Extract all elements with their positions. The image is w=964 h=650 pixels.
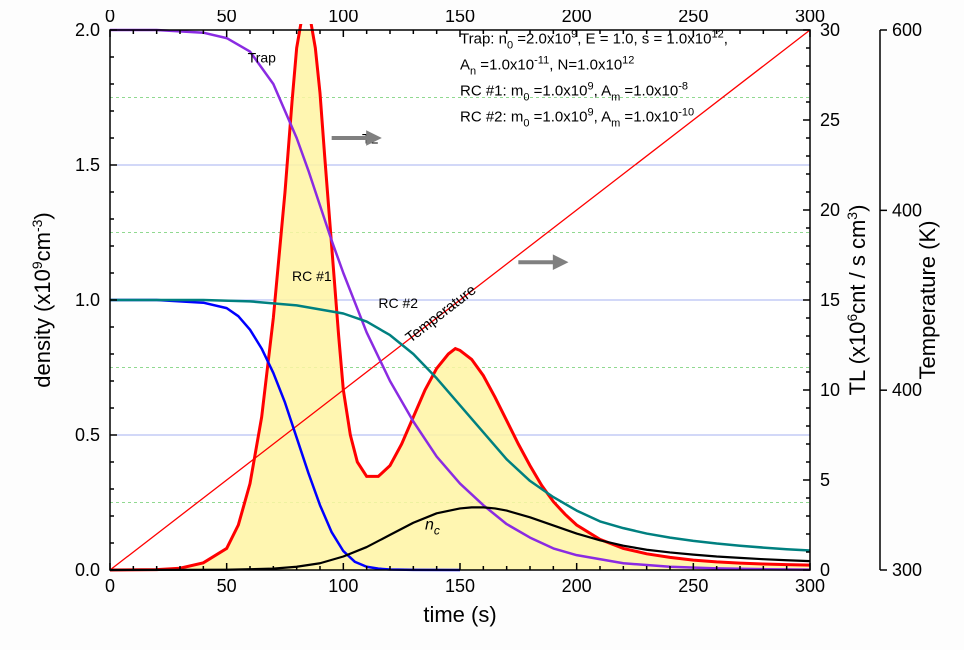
y-right2-tick: 400	[892, 200, 922, 220]
x-tick-top: 100	[328, 10, 358, 26]
y-left-title: density (x109cm-3)	[29, 212, 55, 388]
y-left-tick: 1.5	[75, 155, 100, 175]
y-left-tick: 1.0	[75, 290, 100, 310]
y-right2-tick: 400	[892, 380, 922, 400]
x-axis-title: time (s)	[423, 602, 496, 627]
y-right1-tick: 15	[820, 290, 840, 310]
y-right1-title: TL (x106cnt / s cm3)	[844, 205, 870, 396]
curve-label: RC #2	[378, 295, 418, 311]
y-right1-tick: 20	[820, 200, 840, 220]
y-right1-tick: 30	[820, 20, 840, 40]
y-left-tick: 2.0	[75, 20, 100, 40]
x-tick: 250	[678, 576, 708, 596]
chart-svg: 0050501001001501502002002502503003000.00…	[10, 10, 954, 640]
x-tick-top: 150	[445, 10, 475, 26]
y-right2-tick: 300	[892, 560, 922, 580]
y-right1-tick: 0	[820, 560, 830, 580]
y-left-tick: 0.0	[75, 560, 100, 580]
x-tick-top: 200	[562, 10, 592, 26]
x-tick-top: 50	[217, 10, 237, 26]
y-right1-tick: 25	[820, 110, 840, 130]
y-right1-tick: 5	[820, 470, 830, 490]
x-tick: 0	[105, 576, 115, 596]
x-tick: 200	[562, 576, 592, 596]
x-tick-top: 0	[105, 10, 115, 26]
x-tick: 150	[445, 576, 475, 596]
x-tick-top: 250	[678, 10, 708, 26]
y-right1-tick: 10	[820, 380, 840, 400]
curve-label: RC #1	[292, 268, 332, 284]
y-left-tick: 0.5	[75, 425, 100, 445]
x-tick: 100	[328, 576, 358, 596]
curve-label: Trap	[248, 49, 276, 65]
y-right2-title: Temperature (K)	[915, 221, 940, 380]
x-tick: 50	[217, 576, 237, 596]
y-right2-tick: 600	[892, 20, 922, 40]
chart-container: 0050501001001501502002002502503003000.00…	[10, 10, 954, 640]
